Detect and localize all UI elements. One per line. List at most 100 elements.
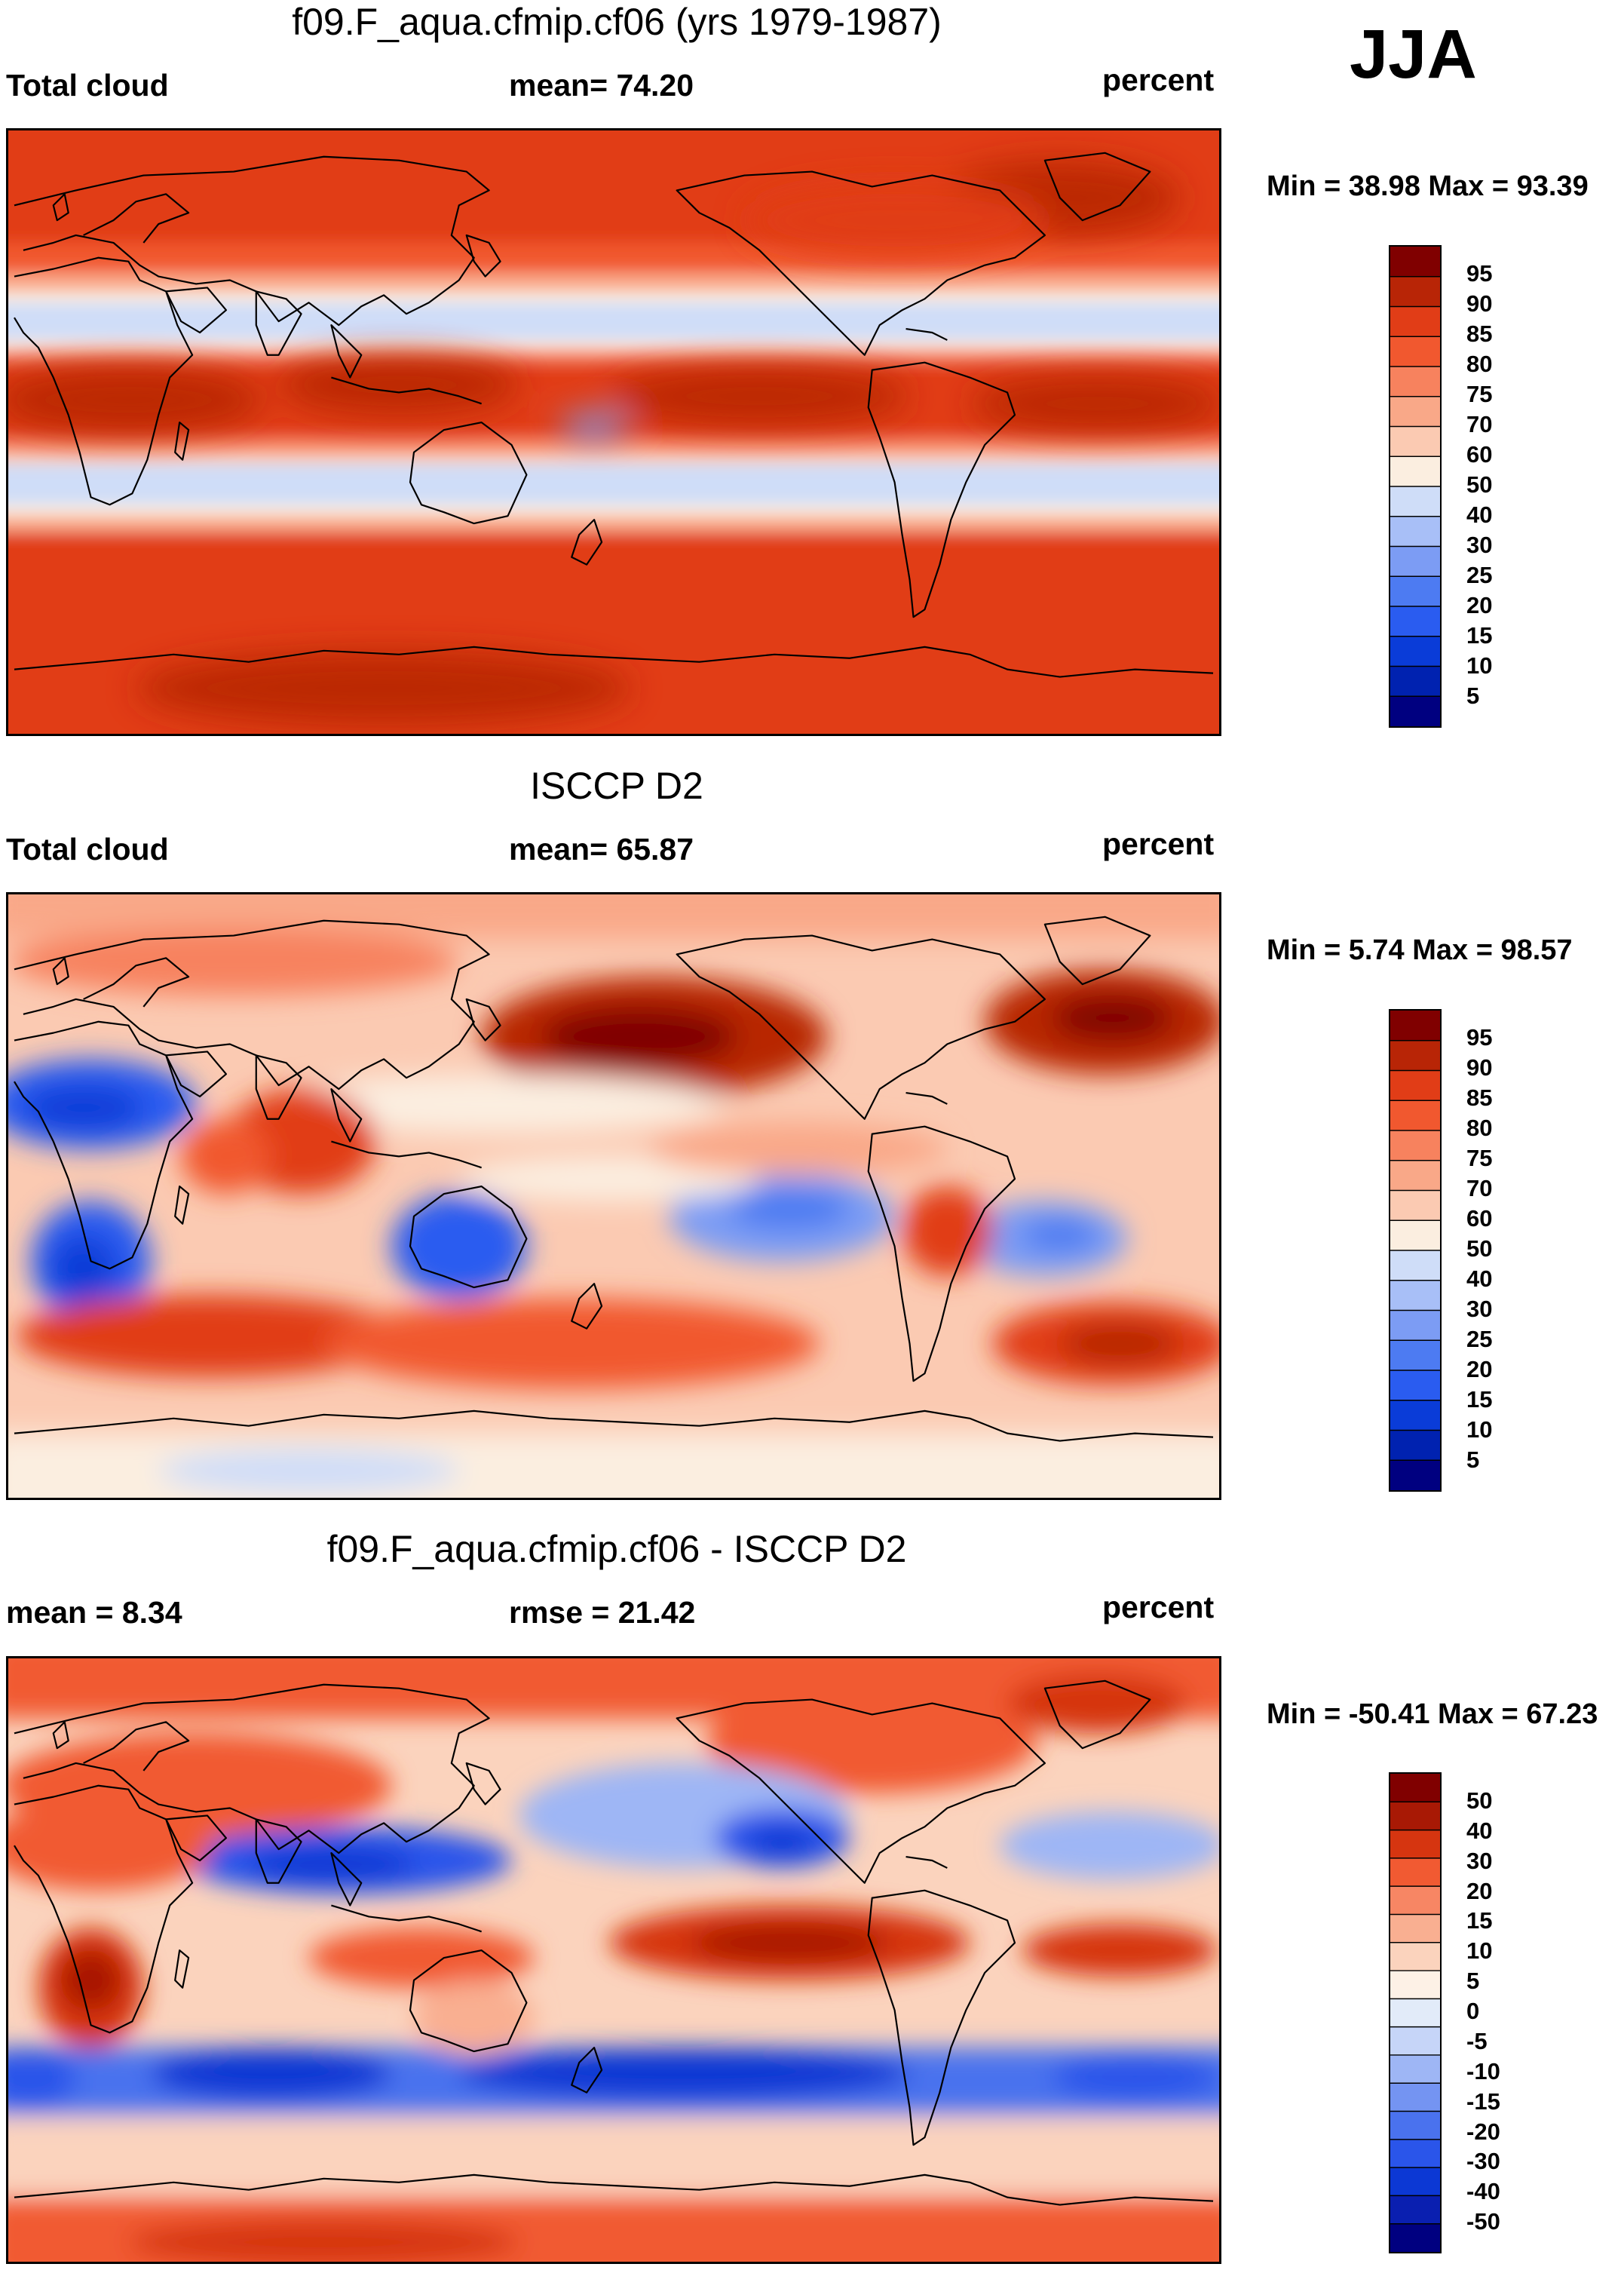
colorbar-swatch: [1390, 2111, 1440, 2140]
colorbar-swatch: [1390, 606, 1440, 637]
colorbar-swatch: [1390, 396, 1440, 427]
panel-2-left-label: Total cloud: [6, 832, 169, 867]
patch-cloud-gap: [560, 413, 628, 440]
isccp-pac-s: [323, 1298, 820, 1389]
colorbar-tick-label: 15: [1466, 1386, 1493, 1413]
colorbar-tick-label: 30: [1466, 532, 1493, 558]
colorbar-tick-label: -30: [1466, 2148, 1500, 2175]
diff-arctic-core: [1007, 1673, 1188, 1734]
panel-3-right-label: percent: [1102, 1590, 1215, 1624]
colorbar-swatch: [1390, 636, 1440, 667]
isccp-n-atl-core: [1052, 995, 1173, 1041]
panel-3-title: f09.F_aqua.cfmip.cf06 - ISCCP D2: [326, 1528, 907, 1570]
colorbar-tick-label: 10: [1466, 652, 1493, 679]
colorbar-swatch: [1390, 1999, 1440, 2028]
colorbar-swatch: [1390, 1130, 1440, 1161]
isccp-s-africa-core: [49, 1235, 118, 1302]
colorbar-tick-label: 40: [1466, 1817, 1493, 1844]
panel-3-colorbar: [1389, 1772, 1442, 2253]
colorbar-swatch: [1390, 1886, 1440, 1915]
diff-equ-pac-core: [691, 1924, 887, 1962]
panel-3-minmax: Min = -50.41 Max = 67.23: [1267, 1698, 1598, 1730]
diff-equ-atl: [1022, 1924, 1218, 1977]
diff-asia-band-core: [248, 1848, 414, 1881]
colorbar-swatch: [1390, 2167, 1440, 2196]
isccp-brazil-core: [1022, 1218, 1098, 1252]
coast-europe: [83, 193, 190, 244]
band-s-subtropics: [8, 463, 1219, 505]
colorbar-swatch: [1390, 2026, 1440, 2056]
panel-3-map: [6, 1656, 1221, 2264]
coastlines-3: [14, 1679, 1214, 2206]
colorbar-swatch: [1390, 1430, 1440, 1461]
panel-1-colorbar-svg: [1390, 247, 1440, 726]
colorbar-tick-label: 70: [1466, 411, 1493, 437]
colorbar-tick-label: -10: [1466, 2057, 1500, 2084]
band-s-trans: [8, 437, 1219, 452]
colorbar-swatch: [1390, 696, 1440, 726]
colorbar-swatch: [1390, 2054, 1440, 2084]
diff-equ-indian: [308, 1928, 535, 1988]
band-n-mid: [8, 242, 1219, 273]
band-n-subtropics: [8, 302, 1219, 340]
isccp-eurasia: [8, 928, 459, 995]
diff-s-atl-core: [1052, 2055, 1218, 2100]
isccp-peru: [902, 1186, 993, 1277]
colorbar-tick-label: 30: [1466, 1847, 1493, 1874]
colorbar-swatch: [1390, 1830, 1440, 1859]
colorbar-tick-label: 25: [1466, 1326, 1493, 1352]
panel-3-colorbar-svg: [1390, 1774, 1440, 2252]
colorbar-swatch: [1390, 1971, 1440, 1999]
panel-3-center-label: rmse = 21.42: [509, 1595, 696, 1630]
colorbar-swatch: [1390, 1400, 1440, 1431]
colorbar-tick-label: -50: [1466, 2208, 1500, 2235]
colorbar-tick-label: 20: [1466, 592, 1493, 618]
colorbar-swatch: [1390, 1190, 1440, 1221]
colorbar-tick-label: 60: [1466, 1205, 1493, 1232]
patch-n-pac: [744, 183, 1045, 258]
coast-arabia: [165, 287, 228, 334]
panel-1-colorbar: [1389, 245, 1442, 728]
colorbar-swatch: [1390, 276, 1440, 307]
panel-1-title: f09.F_aqua.cfmip.cf06 (yrs 1979-1987): [292, 1, 942, 43]
panel-2-center-label: mean= 65.87: [509, 832, 694, 867]
colorbar-swatch: [1390, 1280, 1440, 1311]
isccp-arabia-mt: [181, 1118, 271, 1195]
colorbar-swatch: [1390, 1942, 1440, 1971]
colorbar-tick-label: 70: [1466, 1175, 1493, 1201]
isccp-subtrop-n: [271, 1074, 722, 1134]
colorbar-tick-label: 95: [1466, 260, 1493, 287]
diff-s-africa-core: [60, 1950, 121, 2011]
colorbar-tick-label: 75: [1466, 381, 1493, 407]
isccp-antarctic-blue: [158, 1448, 459, 1494]
colorbar-swatch: [1390, 516, 1440, 547]
panel-1-map-svg: [8, 130, 1219, 734]
colorbar-swatch: [1390, 1070, 1440, 1101]
diff-sahara: [8, 1800, 211, 1891]
colorbar-swatch: [1390, 367, 1440, 397]
colorbar-tick-label: 15: [1466, 1907, 1493, 1934]
coast-new-zealand: [571, 519, 603, 566]
colorbar-swatch: [1390, 486, 1440, 517]
colorbar-tick-label: 5: [1466, 683, 1480, 709]
colorbar-swatch: [1390, 456, 1440, 487]
coast-eurasia: [14, 155, 490, 327]
isccp-atl-s-core: [1059, 1322, 1181, 1365]
panel-1-left-label: Total cloud: [6, 68, 169, 103]
panel-2-right-label: percent: [1102, 827, 1215, 861]
colorbar-tick-label: 85: [1466, 1084, 1493, 1111]
panel-2-map-svg: [8, 894, 1219, 1498]
panel-1-right-label: percent: [1102, 63, 1215, 97]
diff-australia: [413, 1980, 535, 2056]
panel-2-title: ISCCP D2: [530, 765, 703, 807]
isccp-equ-band: [646, 1122, 948, 1176]
colorbar-tick-label: 60: [1466, 441, 1493, 468]
coast-greenland: [1043, 152, 1151, 222]
coast-india: [255, 290, 302, 356]
patch-itcz-2: [278, 354, 519, 416]
colorbar-swatch: [1390, 2139, 1440, 2168]
diff-s-mid: [8, 2122, 1219, 2190]
colorbar-tick-label: 80: [1466, 1115, 1493, 1141]
band-n-trans3: [8, 339, 1219, 349]
panel-2-map: [6, 892, 1221, 1500]
